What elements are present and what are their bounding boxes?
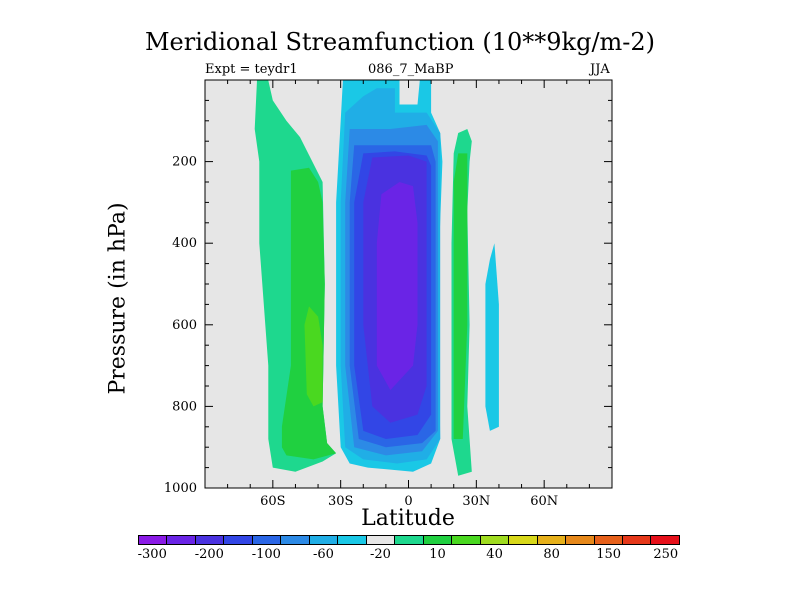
run-label: 086_7_MaBP (368, 62, 454, 77)
colorbar-label: -20 (370, 547, 391, 562)
colorbar-swatch (651, 536, 679, 544)
colorbar-swatch (594, 536, 623, 544)
chart-title: Meridional Streamfunction (10**9kg/m-2) (144, 28, 656, 56)
colorbar-swatch (509, 536, 538, 544)
x-tick-label: 60S (260, 494, 285, 509)
colorbar-swatch (395, 536, 424, 544)
colorbar-swatch (195, 536, 225, 544)
colorbar-label: -60 (312, 547, 334, 562)
colorbar-swatch (537, 536, 567, 544)
colorbar-swatch (167, 536, 196, 544)
colorbar-swatch (281, 536, 310, 544)
contour-region-12 (485, 243, 499, 431)
colorbar-swatch (366, 536, 396, 544)
y-tick-label: 400 (172, 236, 197, 251)
colorbar-swatch (252, 536, 282, 544)
colorbar-swatch (566, 536, 595, 544)
experiment-label: Expt = teydr1 (205, 62, 298, 77)
colorbar-swatch (480, 536, 510, 544)
colorbar-swatch (224, 536, 253, 544)
contour-region-9 (376, 182, 418, 391)
x-axis-label: Latitude (361, 506, 455, 531)
y-tick-label: 200 (172, 155, 197, 170)
contour-region-2 (304, 306, 323, 407)
x-tick-label: 60N (530, 494, 558, 509)
colorbar-label: 80 (543, 547, 560, 562)
y-axis-label: Pressure (in hPa) (105, 202, 131, 395)
season-label: JJA (590, 62, 610, 77)
contour-layer (205, 80, 612, 488)
x-tick-label: 0 (404, 494, 412, 509)
colorbar-label: 10 (429, 547, 446, 562)
colorbar-swatch (309, 536, 339, 544)
colorbar-swatch (423, 536, 453, 544)
colorbar-swatch (452, 536, 481, 544)
colorbar-label: 250 (653, 547, 679, 562)
colorbar-label: 40 (486, 547, 503, 562)
contour-region-11 (453, 153, 468, 439)
y-tick-label: 1000 (164, 481, 197, 496)
y-tick-label: 800 (172, 399, 197, 414)
colorbar-swatch (139, 536, 168, 544)
colorbar-label: 150 (596, 547, 622, 562)
colorbar-swatch (622, 536, 652, 544)
colorbar-label: -300 (137, 547, 167, 562)
colorbar-label: -200 (194, 547, 224, 562)
x-tick-label: 30N (462, 494, 490, 509)
colorbar-swatch (338, 536, 367, 544)
colorbar-label: -100 (251, 547, 281, 562)
y-tick-label: 600 (172, 318, 197, 333)
colorbar (138, 535, 680, 545)
x-tick-label: 30S (328, 494, 353, 509)
axes-layer: 60S 30S 0 30N 60N 200 400 600 800 1000 (164, 79, 613, 509)
